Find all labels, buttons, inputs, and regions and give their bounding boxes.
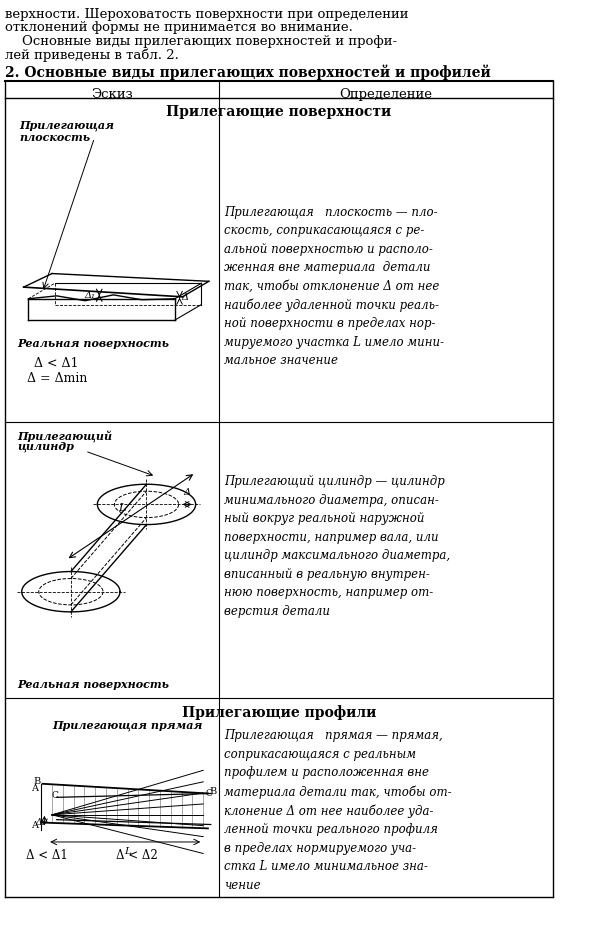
Text: Реальная поверхность: Реальная поверхность xyxy=(17,679,169,690)
Text: верхности. Шероховатость поверхности при определении: верхности. Шероховатость поверхности при… xyxy=(5,7,408,20)
Text: Δ₁: Δ₁ xyxy=(35,818,45,827)
Text: плоскость: плоскость xyxy=(19,132,90,143)
Text: Прилегающая прямая: Прилегающая прямая xyxy=(52,719,202,730)
Text: Эскиз: Эскиз xyxy=(91,88,133,101)
Text: Реальная поверхность: Реальная поверхность xyxy=(17,337,169,349)
Text: Δ: Δ xyxy=(182,293,188,302)
Text: Δ = Δmin: Δ = Δmin xyxy=(27,373,87,386)
Text: C: C xyxy=(205,789,212,798)
Text: A: A xyxy=(31,821,38,831)
Text: Прилегающая   плоскость — пло-
скость, соприкасающаяся с ре-
альной поверхностью: Прилегающая плоскость — пло- скость, соп… xyxy=(224,206,444,367)
Text: L: L xyxy=(118,503,126,514)
Text: лей приведены в табл. 2.: лей приведены в табл. 2. xyxy=(5,48,179,62)
Text: Δ < Δ2: Δ < Δ2 xyxy=(116,849,158,862)
Text: Прилегающие поверхности: Прилегающие поверхности xyxy=(166,105,391,119)
Text: A: A xyxy=(31,783,38,793)
Text: Прилегающие профили: Прилегающие профили xyxy=(182,705,376,720)
Text: Δ₁: Δ₁ xyxy=(84,291,95,299)
Text: Прилегающий цилиндр — цилиндр
минимального диаметра, описан-
ный вокруг реальной: Прилегающий цилиндр — цилиндр минимально… xyxy=(224,476,450,617)
Text: Основные виды прилегающих поверхностей и профи-: Основные виды прилегающих поверхностей и… xyxy=(5,35,397,48)
Text: Определение: Определение xyxy=(340,88,432,101)
Text: L: L xyxy=(124,847,131,857)
Text: цилиндр: цилиндр xyxy=(17,441,74,452)
Text: Прилегающая: Прилегающая xyxy=(19,121,114,132)
Text: Δ < Δ1: Δ < Δ1 xyxy=(27,849,68,862)
Text: B: B xyxy=(33,778,40,786)
Text: Прилегающая   прямая — прямая,
соприкасающаяся с реальным
профилем и расположенн: Прилегающая прямая — прямая, соприкасающ… xyxy=(224,730,451,892)
Text: Прилегающий: Прилегающий xyxy=(17,430,112,441)
Text: B: B xyxy=(210,787,217,796)
Text: Δ < Δ1: Δ < Δ1 xyxy=(34,357,79,370)
Text: Δ: Δ xyxy=(183,488,191,497)
Text: C: C xyxy=(52,791,59,800)
Text: отклонений формы не принимается во внимание.: отклонений формы не принимается во внима… xyxy=(5,21,353,34)
Text: 2. Основные виды прилегающих поверхностей и профилей: 2. Основные виды прилегающих поверхносте… xyxy=(5,65,490,81)
